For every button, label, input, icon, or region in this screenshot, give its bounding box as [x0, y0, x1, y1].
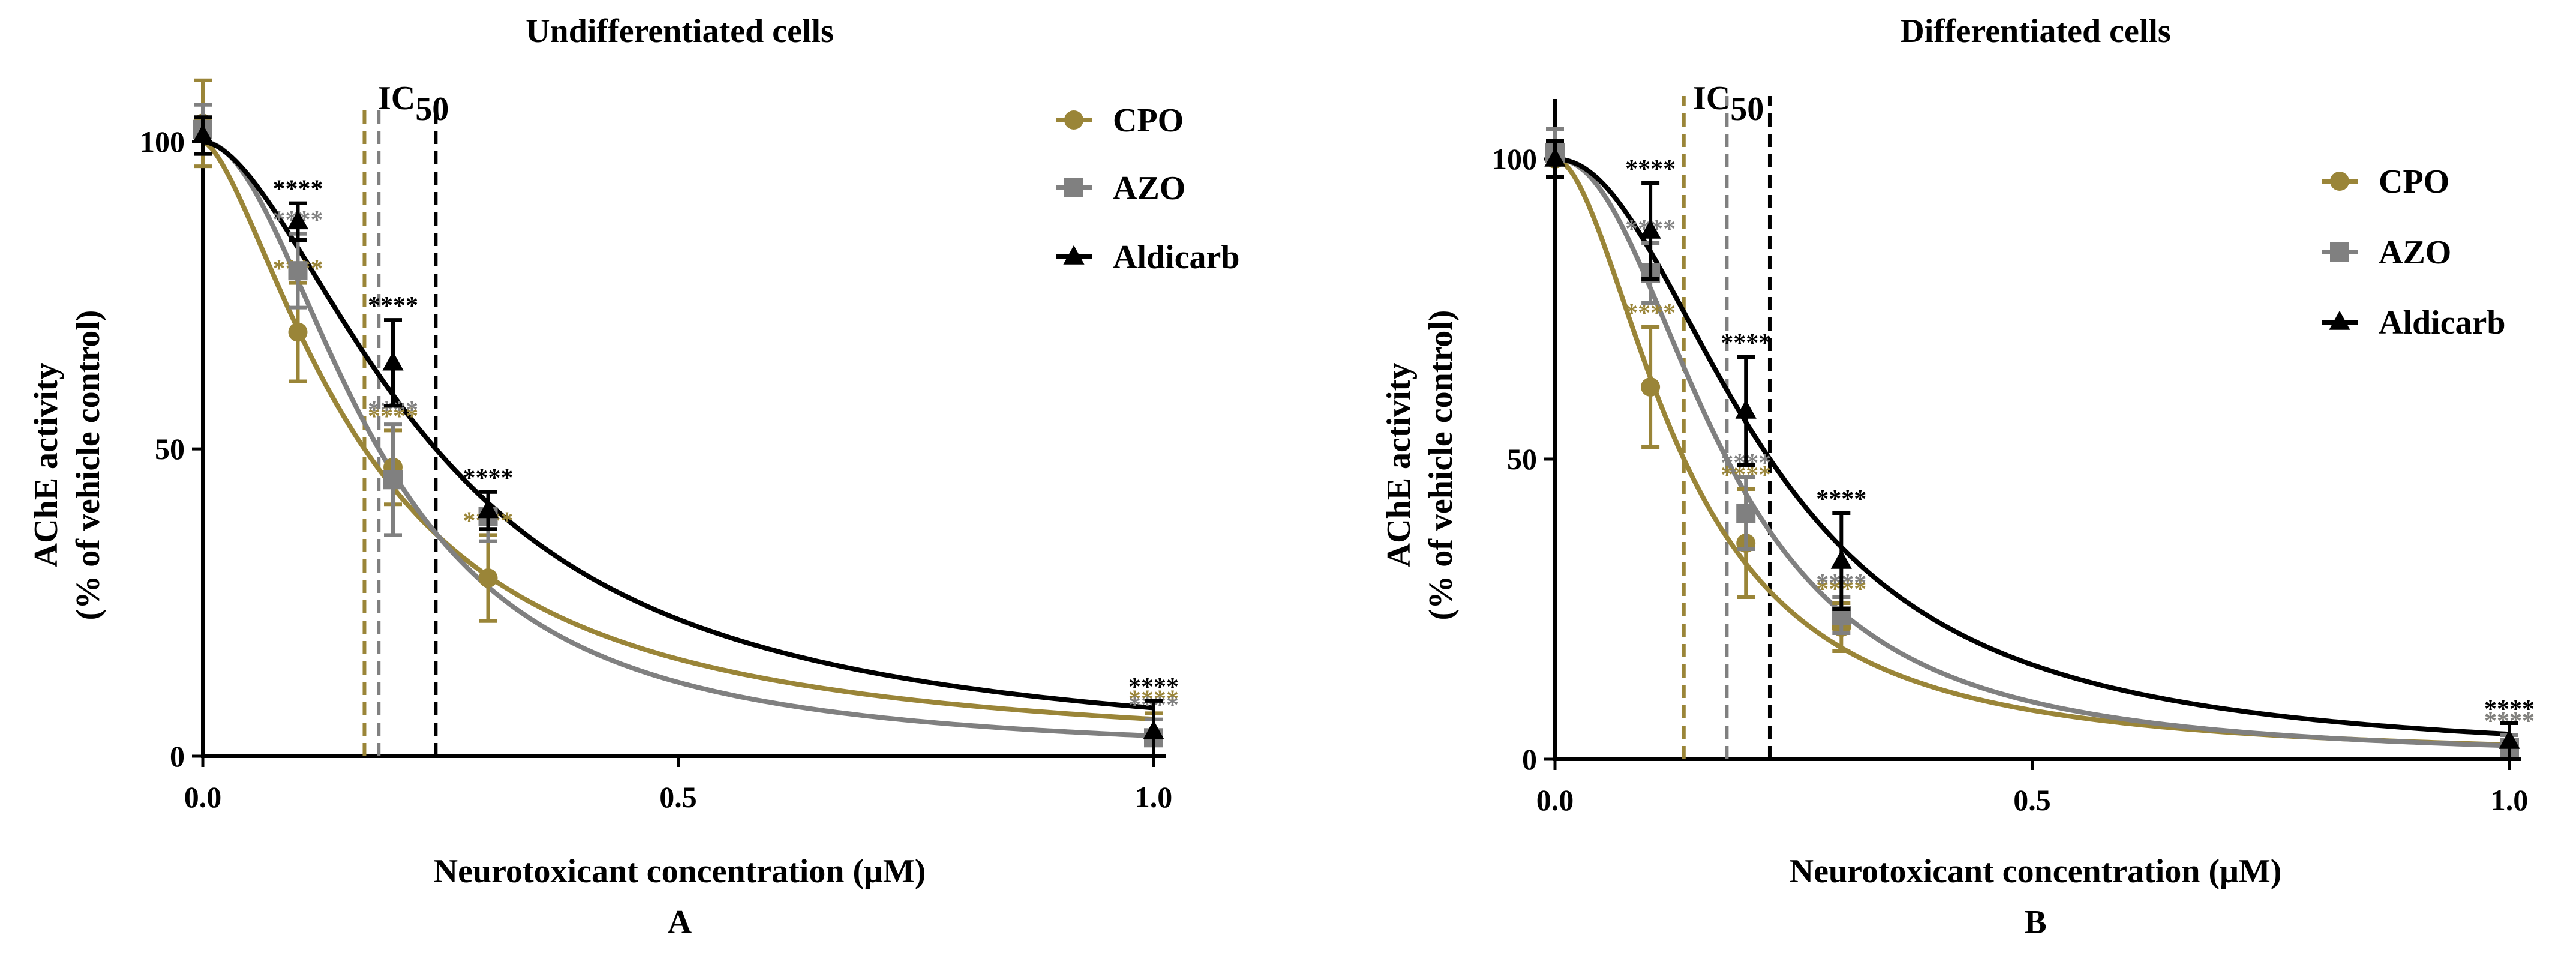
- legend-marker: [2330, 242, 2349, 262]
- tick-labels: 0.0 0.5 1.0 0 50 100: [1492, 142, 2528, 817]
- fit-curve-aldicarb: [1554, 157, 2510, 737]
- significance-label: ****: [1625, 155, 1676, 183]
- fit-curve-azo: [1554, 157, 2510, 748]
- data-point: [382, 351, 404, 371]
- data-point: [1736, 504, 1756, 523]
- legend-label-aldicarb: Aldicarb: [2379, 304, 2506, 341]
- legend-label-azo: AZO: [2379, 234, 2451, 271]
- x-tick-label: 1.0: [2491, 783, 2529, 817]
- significance-label: ****: [273, 176, 323, 203]
- significance-label: ****: [1816, 486, 1866, 513]
- chart-title: Undifferentiated cells: [526, 13, 834, 50]
- data-point: [1830, 549, 1852, 569]
- legend-marker: [2329, 310, 2350, 330]
- y-axis-sublabel: (% of vehicle control): [70, 310, 107, 621]
- chart-title: Differentiated cells: [1900, 13, 2170, 50]
- data-point: [192, 124, 214, 143]
- data-point: [1641, 377, 1661, 397]
- significance-label: ****: [2484, 696, 2535, 723]
- legend-label-cpo: CPO: [2379, 163, 2449, 200]
- ic50-label: IC50: [378, 80, 449, 128]
- data-point: [1143, 720, 1164, 739]
- y-tick-label: 100: [1492, 142, 1537, 176]
- significance-label: ****: [1721, 329, 1771, 357]
- series-aldicarb: **** **** **** ****: [192, 115, 1179, 758]
- y-tick-label: 50: [155, 432, 185, 466]
- y-axis-label: AChE activity: [28, 363, 65, 568]
- legend-marker: [1063, 245, 1085, 265]
- legend: CPO AZO Aldicarb: [1113, 102, 1240, 276]
- x-tick-label: 0.5: [659, 780, 697, 814]
- x-tick-label: 1.0: [1135, 780, 1173, 814]
- significance-label: ****: [368, 292, 418, 320]
- data-point: [287, 210, 309, 230]
- plot-area: ****************************************…: [1544, 96, 2535, 770]
- legend-marker: [1064, 178, 1083, 197]
- chart-panel-b: Differentiated cells Neurotoxicant conce…: [1380, 13, 2535, 941]
- data-point: [1544, 147, 1566, 167]
- legend-label-cpo: CPO: [1113, 102, 1184, 139]
- data-point: [288, 322, 308, 342]
- y-tick-label: 50: [1507, 442, 1537, 476]
- series-cpo: **** **** **** ****: [193, 78, 1179, 758]
- fit-curve-cpo: [1554, 157, 2510, 747]
- panel-letter: B: [2024, 904, 2046, 941]
- plot-area: ****************************************…: [192, 78, 1179, 767]
- legend-label-azo: AZO: [1113, 170, 1185, 207]
- y-tick-label: 0: [1522, 742, 1537, 776]
- fit-curve-cpo: [202, 139, 1154, 722]
- x-tick-label: 0.5: [2013, 783, 2051, 817]
- data-point: [383, 470, 403, 490]
- tick-labels: 0.0 0.5 1.0 0 50 100: [140, 125, 1172, 814]
- legend-marker: [1064, 110, 1083, 130]
- x-tick-label: 0.0: [184, 780, 222, 814]
- data-point: [288, 261, 308, 281]
- x-axis-label: Neurotoxicant concentration (μM): [1790, 853, 2282, 890]
- fit-curve-aldicarb: [202, 139, 1154, 711]
- panel-letter: A: [668, 904, 692, 941]
- significance-label: ****: [463, 464, 514, 492]
- series-aldicarb: **** **** **** ****: [1544, 139, 2535, 761]
- legend: CPO AZO Aldicarb: [2379, 163, 2506, 341]
- data-point: [2499, 729, 2520, 749]
- legend-marker: [2330, 172, 2349, 191]
- legend-label-aldicarb: Aldicarb: [1113, 239, 1240, 276]
- x-axis-label: Neurotoxicant concentration (μM): [434, 853, 926, 890]
- series-azo: **** **** **** ****: [193, 103, 1179, 758]
- series-azo: **** **** **** ****: [1545, 127, 2535, 761]
- significance-label: ****: [463, 464, 514, 492]
- data-point: [1735, 399, 1757, 419]
- data-point: [478, 568, 498, 588]
- chart-panel-a: Undifferentiated cells Neurotoxicant con…: [28, 13, 1240, 941]
- x-tick-label: 0.0: [1536, 783, 1574, 817]
- significance-label: ****: [1128, 673, 1179, 701]
- data-point: [477, 499, 499, 519]
- fit-curve-azo: [202, 139, 1154, 739]
- y-axis-label: AChE activity: [1380, 363, 1418, 568]
- y-axis-sublabel: (% of vehicle control): [1422, 310, 1460, 621]
- y-tick-label: 100: [140, 125, 185, 158]
- ic50-label: IC50: [1693, 80, 1764, 128]
- y-tick-label: 0: [170, 739, 185, 773]
- data-point: [1640, 219, 1661, 239]
